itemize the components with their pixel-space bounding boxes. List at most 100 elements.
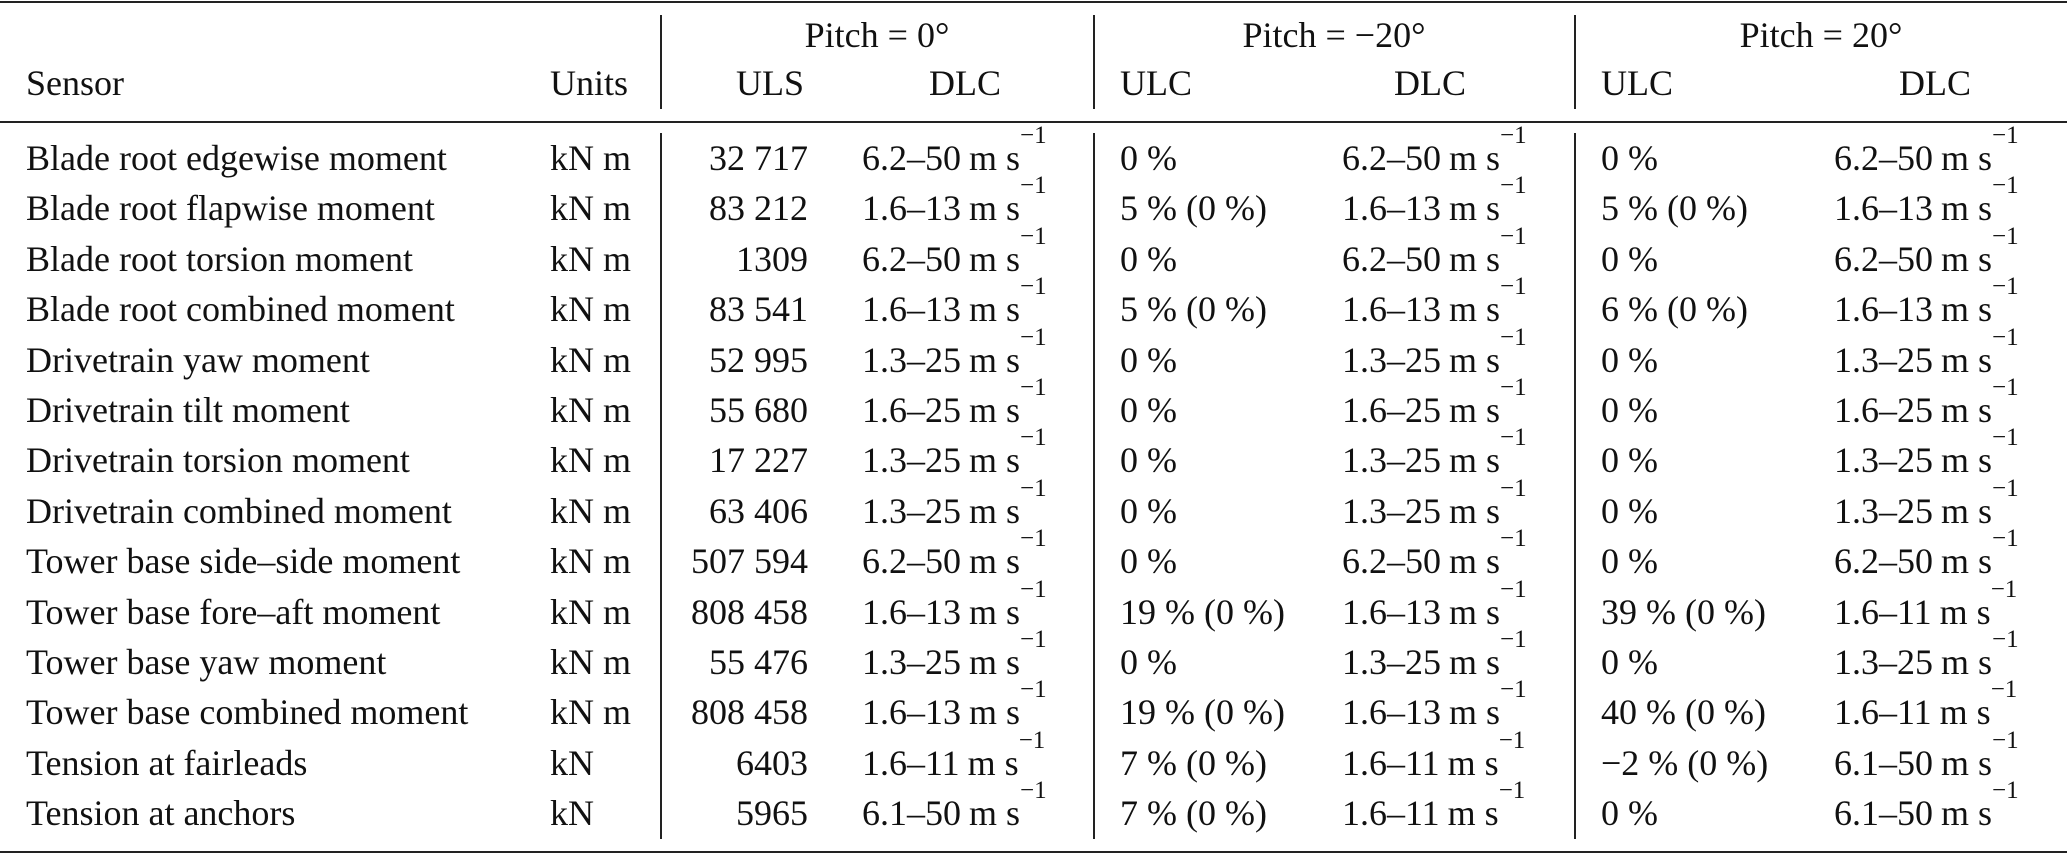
dlc-value: 1.3–25	[1342, 440, 1441, 481]
dlc-unit: m s	[1941, 793, 1993, 834]
column-header-uls: ULS	[735, 63, 804, 103]
dlc-unit: m s	[1449, 188, 1501, 229]
dlc-unit: m s	[969, 793, 1021, 834]
dlc-unit: m s	[969, 289, 1021, 330]
dlc-range: 1.6–13 m s−1	[862, 274, 1062, 330]
column-header-sensor: Sensor	[26, 63, 124, 103]
dlc-value: 1.3–25	[1834, 339, 1933, 380]
units-cell: kN	[550, 793, 594, 834]
dlc-unit-exponent: −1	[1020, 777, 1047, 805]
dlc-unit: m s	[1941, 339, 1993, 380]
dlc-unit-exponent: −1	[1500, 172, 1527, 200]
dlc-value: 1.6–11	[862, 742, 960, 783]
dlc-value: 1.3–25	[1342, 490, 1441, 531]
dlc-unit-exponent: −1	[1992, 122, 2019, 149]
sensor-cell: Drivetrain combined moment	[26, 490, 452, 531]
dlc-unit: m s	[1449, 541, 1501, 582]
ulc-value: 19 % (0 %)	[1120, 692, 1285, 733]
header-divider	[1093, 15, 1095, 109]
units-cell: kN m	[550, 289, 631, 330]
sensor-cell: Tension at anchors	[26, 793, 296, 834]
uls-value: 1309	[736, 238, 808, 279]
dlc-value: 1.3–25	[862, 339, 961, 380]
dlc-value: 6.2–50	[1342, 138, 1441, 178]
dlc-unit-exponent: −1	[1500, 122, 1527, 149]
dlc-unit: m s	[967, 742, 1019, 783]
dlc-unit: m s	[969, 541, 1021, 582]
dlc-unit-exponent: −1	[1992, 273, 2019, 301]
dlc-unit-exponent: −1	[1992, 222, 2019, 250]
dlc-unit: m s	[1941, 238, 1993, 279]
dlc-unit-exponent: −1	[1020, 374, 1047, 401]
dlc-unit-exponent: −1	[1498, 726, 1526, 754]
ulc-value: 0 %	[1601, 238, 1658, 279]
dlc-unit: m s	[1941, 188, 1993, 229]
units-cell: kN m	[550, 238, 631, 279]
column-header-units: Units	[550, 63, 629, 103]
dlc-range: 1.6–13 m s−1	[862, 677, 1062, 733]
dlc-unit-exponent: −1	[1020, 122, 1047, 149]
uls-value: 83 541	[709, 289, 808, 330]
group-label-pitch-minus20: Pitch = −20°	[1242, 15, 1426, 55]
dlc-value: 6.2–50	[1342, 541, 1441, 582]
dlc-unit: m s	[969, 238, 1021, 279]
uls-value: 507 594	[691, 541, 808, 582]
dlc-value: 1.3–25	[1834, 642, 1933, 682]
dlc-range: 1.3–25 m s−1	[862, 627, 1062, 680]
uls-value: 55 680	[709, 390, 808, 430]
dlc-unit: m s	[1939, 692, 1991, 733]
dlc-unit-exponent: −1	[1990, 676, 2018, 704]
dlc-range: 1.3–25 m s−1	[1834, 325, 2044, 380]
ulc-value: 0 %	[1601, 541, 1658, 582]
dlc-range: 1.6–13 m s−1	[1834, 173, 2044, 229]
dlc-range: 6.2–50 m s−1	[1834, 123, 2044, 178]
uls-value: 808 458	[691, 591, 808, 632]
dlc-unit-exponent: −1	[1992, 172, 2019, 200]
dlc-value: 1.3–25	[862, 440, 961, 481]
dlc-range: 1.3–25 m s−1	[1834, 425, 2044, 478]
dlc-value: 6.1–50	[1834, 742, 1933, 783]
ulc-value: 0 %	[1120, 339, 1177, 380]
dlc-unit-exponent: −1	[1500, 575, 1527, 603]
dlc-value: 6.1–50	[1834, 793, 1933, 834]
dlc-unit-exponent: −1	[1020, 273, 1047, 301]
ulc-value: 0 %	[1601, 138, 1658, 178]
dlc-range: 1.3–25 m s−1	[862, 425, 1062, 481]
ulc-value: 0 %	[1601, 440, 1658, 481]
dlc-range: 1.3–25 m s−1	[1834, 627, 2044, 682]
sensor-cell: Tower base yaw moment	[26, 642, 387, 682]
column-header-dlc: DLC	[1899, 63, 1971, 103]
dlc-range: 1.6–13 m s−1	[1342, 677, 1552, 730]
dlc-unit: m s	[1939, 591, 1991, 632]
ulc-value: 7 % (0 %)	[1120, 793, 1267, 834]
dlc-unit-exponent: −1	[1500, 424, 1527, 452]
dlc-unit: m s	[969, 591, 1021, 632]
dlc-range: 6.2–50 m s−1	[862, 526, 1062, 582]
sensor-cell: Tower base side–side moment	[26, 541, 461, 582]
dlc-unit: m s	[1449, 339, 1501, 380]
dlc-value: 1.3–25	[1342, 642, 1441, 682]
dlc-unit: m s	[1449, 490, 1501, 531]
top-rule	[0, 1, 2067, 3]
column-header-ulc: ULC	[1601, 63, 1673, 103]
header-rule	[0, 121, 2067, 123]
dlc-value: 1.6–11	[1342, 742, 1440, 783]
ulc-value: 39 % (0 %)	[1601, 591, 1766, 632]
dlc-value: 6.2–50	[1834, 138, 1933, 178]
units-cell: kN m	[550, 490, 631, 531]
ulc-value: 0 %	[1120, 238, 1177, 279]
uls-value: 5965	[736, 793, 808, 834]
dlc-unit-exponent: −1	[1020, 474, 1047, 502]
dlc-unit-exponent: −1	[1500, 474, 1527, 502]
dlc-unit: m s	[1449, 138, 1501, 178]
dlc-range: 6.1–50 m s−1	[1834, 778, 2044, 834]
dlc-range: 6.2–50 m s−1	[862, 224, 1062, 279]
dlc-unit-exponent: −1	[1992, 726, 2019, 754]
dlc-range: 1.3–25 m s−1	[1834, 476, 2044, 529]
dlc-value: 1.6–13	[862, 188, 961, 229]
dlc-range: 6.2–50 m s−1	[1834, 224, 2044, 279]
dlc-value: 1.6–13	[862, 591, 961, 632]
dlc-unit: m s	[969, 692, 1021, 733]
dlc-range: 1.3–25 m s−1	[862, 476, 1062, 529]
sensor-cell: Tower base fore–aft moment	[26, 591, 441, 632]
